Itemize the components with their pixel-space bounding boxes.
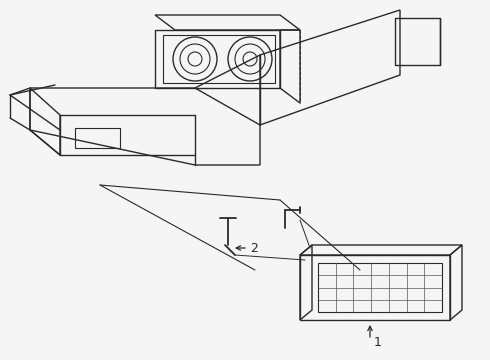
Text: 2: 2 (250, 242, 258, 255)
Text: 1: 1 (374, 336, 382, 348)
